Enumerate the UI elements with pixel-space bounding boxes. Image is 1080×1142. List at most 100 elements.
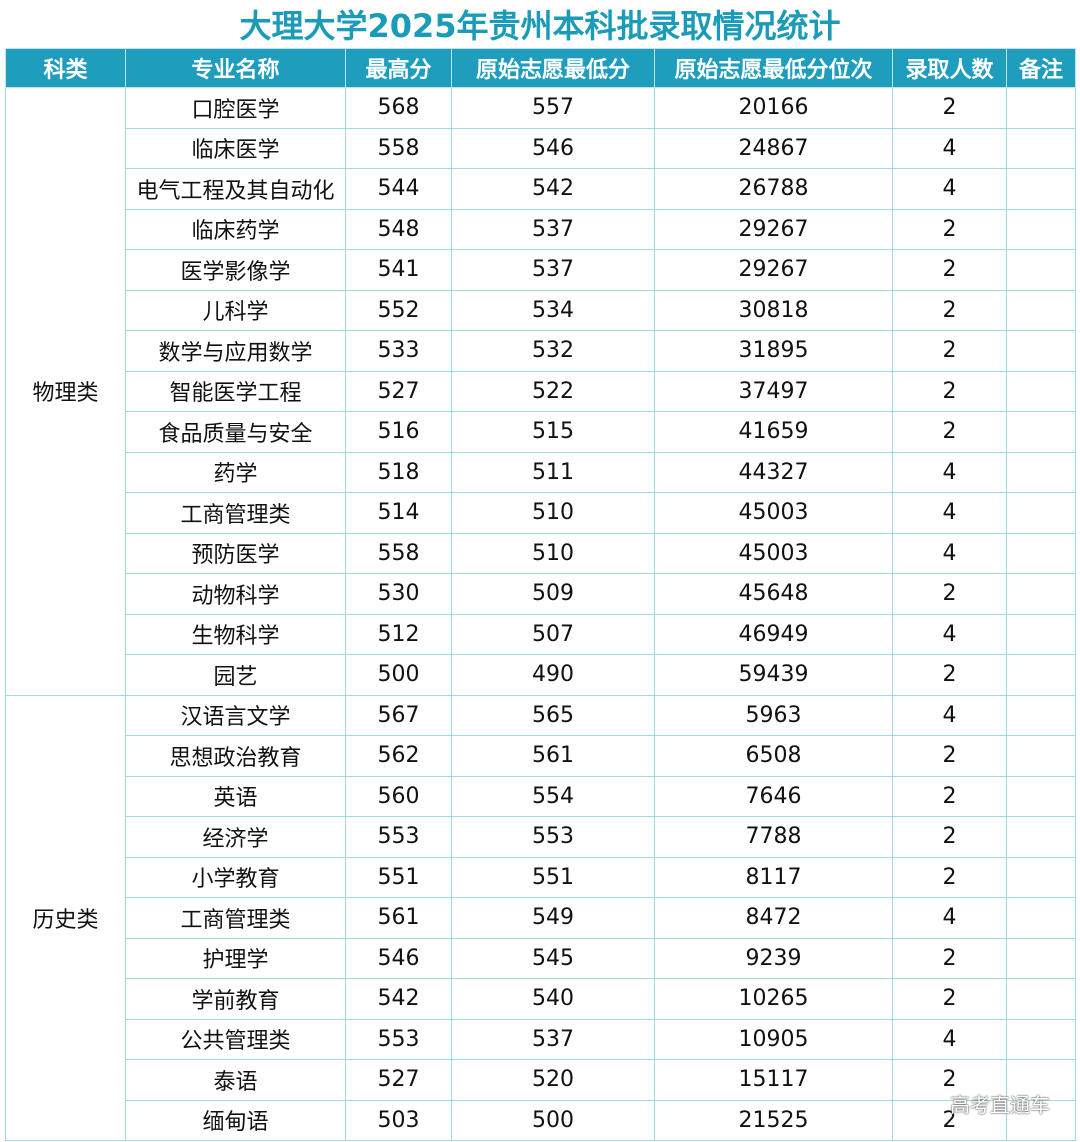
min-rank-cell: 24867 [654,127,893,169]
corner-watermark-text: 高考直通车 [950,1093,1050,1117]
note-cell [1006,816,1076,858]
admission-table: 科类 专业名称 最高分 原始志愿最低分 原始志愿最低分位次 录取人数 备注 物理… [5,48,1076,1141]
count-cell: 2 [892,208,1007,250]
max-score-cell: 503 [345,1099,452,1141]
max-score-cell: 527 [345,1059,452,1101]
major-cell: 临床医学 [125,127,346,169]
min-score-cell: 551 [451,856,655,898]
min-score-cell: 546 [451,127,655,169]
major-cell: 英语 [125,775,346,817]
max-score-cell: 530 [345,573,452,615]
header-note: 备注 [1006,48,1076,88]
count-cell: 2 [892,573,1007,615]
min-score-cell: 537 [451,1018,655,1060]
major-cell: 思想政治教育 [125,735,346,777]
count-cell: 2 [892,289,1007,331]
min-score-cell: 510 [451,532,655,574]
max-score-cell: 552 [345,289,452,331]
major-cell: 数学与应用数学 [125,330,346,372]
min-rank-cell: 15117 [654,1059,893,1101]
max-score-cell: 562 [345,735,452,777]
min-rank-cell: 6508 [654,735,893,777]
min-score-cell: 565 [451,694,655,736]
max-score-cell: 542 [345,978,452,1020]
note-cell [1006,1018,1076,1060]
max-score-cell: 527 [345,370,452,412]
max-score-cell: 546 [345,937,452,979]
count-cell: 2 [892,1059,1007,1101]
max-score-cell: 561 [345,897,452,939]
min-score-cell: 554 [451,775,655,817]
major-cell: 公共管理类 [125,1018,346,1060]
min-rank-cell: 45648 [654,573,893,615]
note-cell [1006,370,1076,412]
note-cell [1006,694,1076,736]
note-cell [1006,411,1076,453]
count-cell: 2 [892,856,1007,898]
table-row: 缅甸语 503 500 21525 2 [6,1099,1076,1141]
major-cell: 汉语言文学 [125,694,346,736]
min-score-cell: 522 [451,370,655,412]
min-score-cell: 534 [451,289,655,331]
major-cell: 医学影像学 [125,249,346,291]
max-score-cell: 548 [345,208,452,250]
table-row: 工商管理类 514 510 45003 4 [6,492,1076,534]
note-cell [1006,492,1076,534]
min-rank-cell: 21525 [654,1099,893,1141]
min-score-cell: 537 [451,249,655,291]
note-cell [1006,330,1076,372]
table-row: 公共管理类 553 537 10905 4 [6,1018,1076,1060]
table-row: 思想政治教育 562 561 6508 2 [6,735,1076,777]
major-cell: 小学教育 [125,856,346,898]
max-score-cell: 541 [345,249,452,291]
count-cell: 2 [892,654,1007,696]
note-cell [1006,573,1076,615]
major-cell: 预防医学 [125,532,346,574]
min-rank-cell: 8117 [654,856,893,898]
note-cell [1006,775,1076,817]
table-row: 药学 518 511 44327 4 [6,451,1076,493]
note-cell [1006,1099,1076,1141]
note-cell [1006,978,1076,1020]
table-row: 临床药学 548 537 29267 2 [6,208,1076,250]
table-row: 园艺 500 490 59439 2 [6,654,1076,696]
count-cell: 2 [892,411,1007,453]
page-title: 大理大学2025年贵州本科批录取情况统计 [239,7,841,45]
min-rank-cell: 29267 [654,208,893,250]
table-row: 物理类 口腔医学 568 557 20166 2 [5,87,1076,696]
count-cell: 2 [892,87,1007,129]
count-cell: 2 [892,775,1007,817]
max-score-cell: 516 [345,411,452,453]
note-cell [1006,249,1076,291]
count-cell: 2 [892,978,1007,1020]
table-row: 预防医学 558 510 45003 4 [6,532,1076,574]
max-score-cell: 518 [345,451,452,493]
min-score-cell: 540 [451,978,655,1020]
min-rank-cell: 44327 [654,451,893,493]
major-cell: 临床药学 [125,208,346,250]
major-cell: 泰语 [125,1059,346,1101]
min-rank-cell: 46949 [654,613,893,655]
major-cell: 缅甸语 [125,1099,346,1141]
table-row: 护理学 546 545 9239 2 [6,937,1076,979]
max-score-cell: 514 [345,492,452,534]
min-score-cell: 520 [451,1059,655,1101]
count-cell: 4 [892,492,1007,534]
table-body: 物理类 口腔医学 568 557 20166 2 临床医学 558 546 24867 4 电气工程及… [5,87,1076,1141]
min-score-cell: 549 [451,897,655,939]
header-major: 专业名称 [125,48,346,88]
major-cell: 园艺 [125,654,346,696]
note-cell [1006,168,1076,210]
count-cell: 2 [892,937,1007,979]
note-cell [1006,856,1076,898]
major-cell: 食品质量与安全 [125,411,346,453]
table-row: 工商管理类 561 549 8472 4 [6,897,1076,939]
min-rank-cell: 7646 [654,775,893,817]
min-rank-cell: 7788 [654,816,893,858]
table-row: 生物科学 512 507 46949 4 [6,613,1076,655]
table-row: 儿科学 552 534 30818 2 [6,289,1076,331]
major-cell: 经济学 [125,816,346,858]
table-row: 智能医学工程 527 522 37497 2 [6,370,1076,412]
major-cell: 护理学 [125,937,346,979]
major-cell: 药学 [125,451,346,493]
